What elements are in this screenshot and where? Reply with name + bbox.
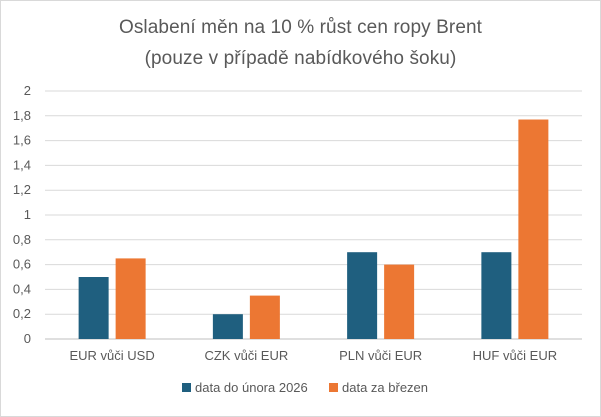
bar-series1 <box>212 314 243 339</box>
y-tick-label: 0,6 <box>13 257 31 272</box>
y-tick-label: 1,8 <box>13 108 31 123</box>
chart-subtitle: (pouze v případě nabídkového šoku) <box>144 48 457 69</box>
bar-series2 <box>518 119 549 340</box>
bar-series2 <box>115 258 146 339</box>
bar-series2 <box>384 264 415 339</box>
y-tick-label: 1 <box>24 207 31 222</box>
legend-label: data za březen <box>342 380 428 395</box>
category-label: CZK vůči EUR <box>204 348 288 363</box>
legend-swatch <box>182 383 191 392</box>
legend-swatch <box>329 383 338 392</box>
y-tick-label: 0 <box>24 331 31 346</box>
category-label: HUF vůči EUR <box>473 348 558 363</box>
y-tick-label: 1,4 <box>13 157 31 172</box>
y-tick-label: 0,2 <box>13 306 31 321</box>
category-label: EUR vůči USD <box>70 348 155 363</box>
bar-series1 <box>347 252 378 339</box>
y-tick-label: 0,8 <box>13 232 31 247</box>
bar-series1 <box>481 252 512 339</box>
chart-title: Oslabení měn na 10 % růst cen ropy Brent <box>118 17 483 38</box>
y-tick-label: 1,2 <box>13 182 31 197</box>
bar-series2 <box>249 295 280 339</box>
category-label: PLN vůči EUR <box>339 348 422 363</box>
y-tick-label: 2 <box>24 83 31 98</box>
y-tick-label: 0,4 <box>13 281 31 296</box>
y-tick-label: 1,6 <box>13 133 31 148</box>
bar-series1 <box>78 277 109 339</box>
legend-label: data do února 2026 <box>195 380 308 395</box>
